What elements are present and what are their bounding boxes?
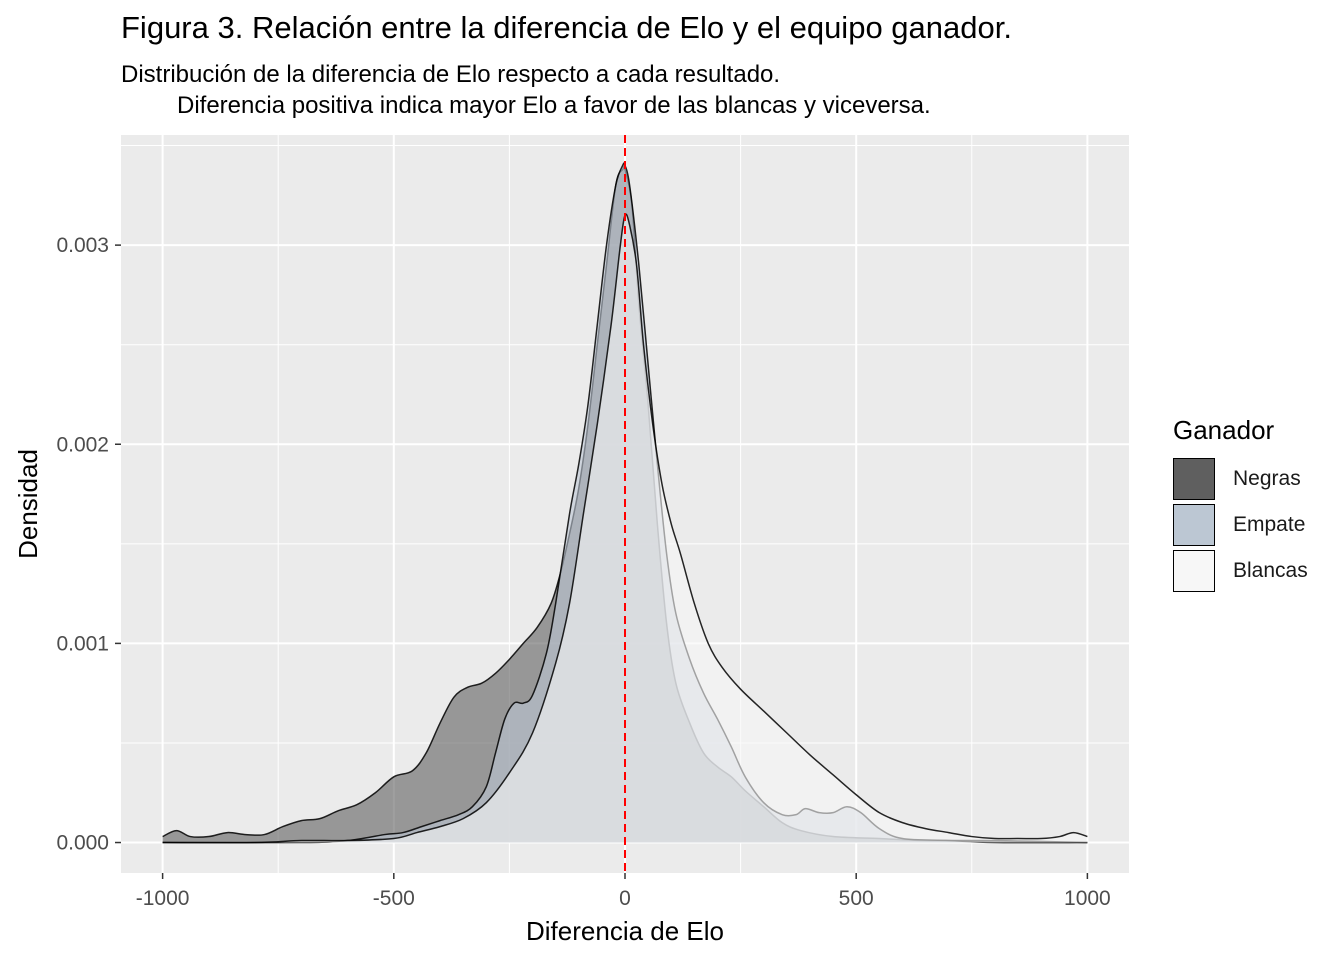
legend-title: Ganador (1173, 415, 1275, 445)
chart-subtitle-line1: Distribución de la diferencia de Elo res… (121, 61, 781, 88)
x-tick-label: -500 (373, 887, 415, 910)
y-axis: 0.000 0.001 0.002 0.003 (56, 234, 121, 855)
legend-key-blancas (1173, 550, 1215, 592)
x-axis-label: Diferencia de Elo (526, 916, 724, 946)
x-tick-label: 1000 (1064, 887, 1111, 910)
x-tick-label: 0 (619, 887, 631, 910)
legend-label-blancas: Blancas (1233, 559, 1308, 582)
legend-key-negras (1173, 458, 1215, 500)
chart-title: Figura 3. Relación entre la diferencia d… (121, 10, 1012, 45)
x-tick-label: -1000 (136, 887, 190, 910)
legend-label-empate: Empate (1233, 513, 1306, 536)
y-tick-label: 0.001 (56, 632, 109, 655)
y-tick-label: 0.002 (56, 433, 109, 456)
y-tick-label: 0.003 (56, 234, 109, 257)
legend-label-negras: Negras (1233, 467, 1301, 490)
chart-subtitle-line2: Diferencia positiva indica mayor Elo a f… (177, 92, 931, 119)
x-axis: -1000 -500 0 500 1000 (136, 873, 1111, 910)
y-tick-label: 0.000 (56, 832, 109, 855)
x-tick-label: 500 (839, 887, 874, 910)
legend-key-empate (1173, 504, 1215, 546)
density-outline-blancas (162, 213, 1088, 844)
y-axis-label: Densidad (13, 449, 43, 559)
